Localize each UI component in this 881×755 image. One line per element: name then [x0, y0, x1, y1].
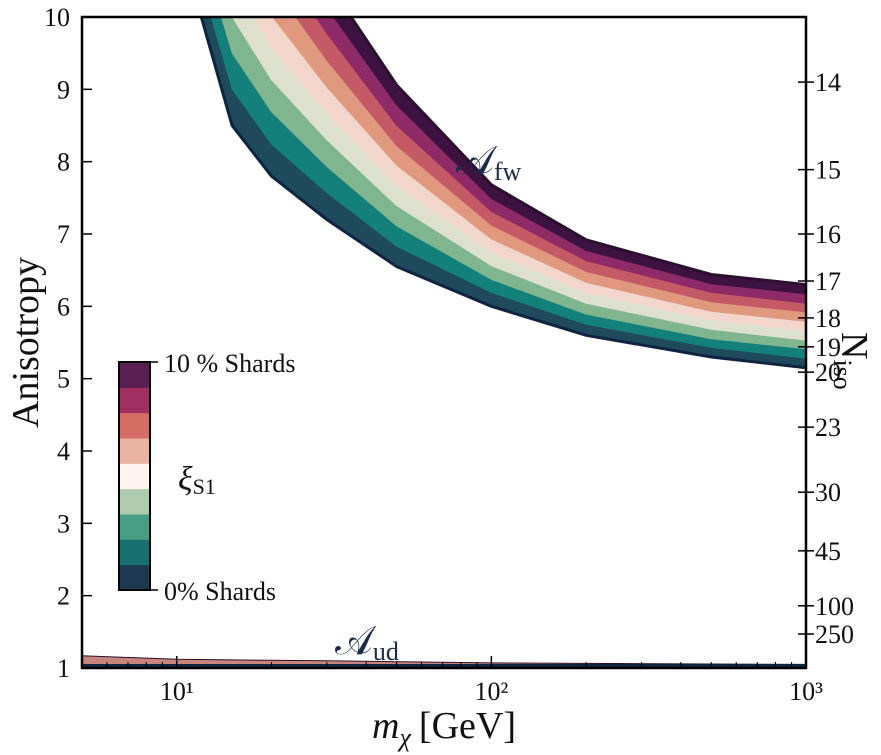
y2-tick-label: 15: [815, 156, 841, 185]
text-part: iso: [828, 359, 857, 389]
text-part: [GeV]: [419, 705, 516, 747]
x-axis-label: mχ [GeV]: [372, 705, 516, 752]
text-part: χ: [396, 723, 411, 752]
x-tick-label: 10¹: [160, 677, 194, 706]
y2-tick-label: 45: [815, 537, 841, 566]
colorbar-segment: [119, 387, 150, 414]
y2-tick-label: 17: [815, 267, 841, 296]
y2-tick-label: 30: [815, 478, 841, 507]
y2-tick-label: 23: [815, 413, 841, 442]
y2-tick-label: 100: [815, 592, 854, 621]
y2-tick-label: 18: [815, 304, 841, 333]
colorbar-bottom-label: 0% Shards: [164, 577, 276, 606]
text-part: ud: [373, 637, 399, 666]
x-tick-label: 10²: [474, 677, 508, 706]
y-tick-label: 6: [57, 292, 70, 321]
band-edge: [349, 17, 806, 287]
y2-axis-label: Niso: [828, 332, 875, 390]
text-part: S1: [193, 474, 216, 499]
band-fill: [253, 17, 806, 332]
y2-tick-label: 16: [815, 220, 841, 249]
y-tick-label: 4: [57, 437, 70, 466]
y-tick-label: 9: [57, 75, 70, 104]
plot-frame: [80, 15, 808, 670]
colorbar-top-label: 10 % Shards: [164, 349, 295, 378]
y-tick-label: 8: [57, 148, 70, 177]
text-part: ξ: [178, 461, 193, 498]
text-part: 𝒜: [456, 138, 498, 183]
plot-area: [82, 17, 806, 668]
y-tick-label: 3: [57, 509, 70, 538]
y-tick-label: 1: [57, 654, 70, 683]
text-part: N: [833, 332, 875, 359]
annotation: 𝒜ud: [335, 618, 399, 666]
colorbar-segment: [119, 463, 150, 490]
y-tick-label: 10: [44, 3, 70, 32]
colorbar-segment: [119, 362, 150, 388]
text-part: fw: [494, 157, 522, 186]
y2-tick-label: 20: [815, 358, 841, 387]
colorbar-segment: [119, 539, 150, 566]
band-fill: [315, 17, 806, 304]
band-edge: [199, 17, 806, 370]
colorbar-segment: [119, 514, 150, 540]
colorbar-frame: [118, 361, 151, 591]
band-fill: [333, 17, 806, 295]
y-axis-label: Anisotropy: [5, 257, 47, 428]
colorbar-segment: [119, 488, 150, 515]
colorbar-segment: [119, 412, 150, 439]
y2-tick-label: 14: [815, 68, 841, 97]
y-tick-label: 7: [57, 220, 70, 249]
colorbar-segment: [119, 438, 150, 464]
y2-tick-label: 250: [815, 620, 854, 649]
text-part: m: [372, 705, 399, 747]
text-part: 𝒜: [335, 618, 377, 663]
y-tick-label: 2: [57, 582, 70, 611]
colorbar-label: ξS1: [178, 461, 216, 499]
annotation: 𝒜fw: [456, 138, 522, 186]
band-fill: [272, 17, 806, 322]
band-fill: [295, 17, 806, 313]
y-tick-label: 5: [57, 365, 70, 394]
colorbar-segment: [119, 564, 150, 591]
x-tick-label: 10³: [789, 677, 823, 706]
y2-tick-label: 19: [815, 333, 841, 362]
